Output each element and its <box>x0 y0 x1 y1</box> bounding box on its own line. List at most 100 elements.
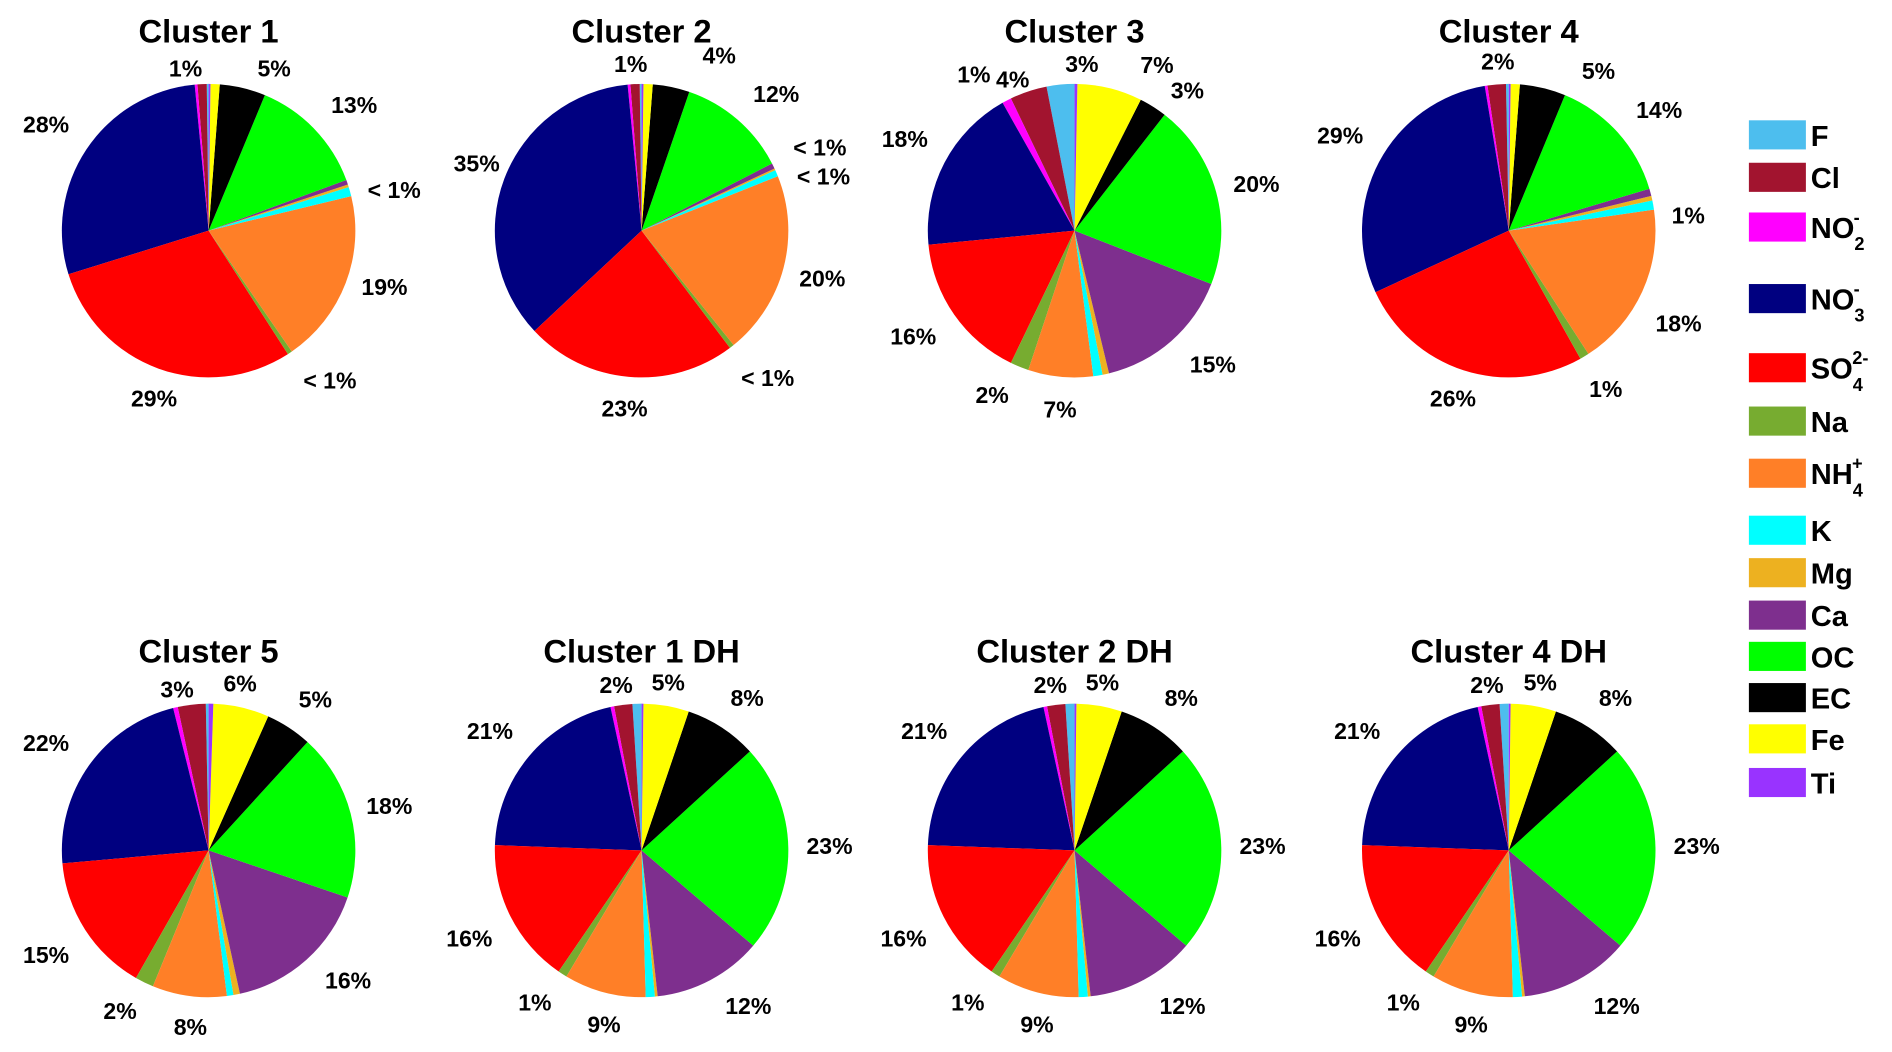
slice-ca <box>641 163 775 231</box>
slice-f <box>1065 703 1075 851</box>
slice-label: 2% <box>1481 48 1514 74</box>
slice-oc <box>1508 95 1650 231</box>
legend-swatch <box>1748 212 1806 242</box>
slice-label: 4% <box>703 42 736 68</box>
slice-fe <box>208 703 269 851</box>
slice-label: 9% <box>1020 1011 1053 1037</box>
slice-ec <box>1074 711 1183 851</box>
slice-ec <box>641 711 750 851</box>
pie-6: Cluster 1 DH 2% 21% 16% 1% 9% 12% 23% 8% 5% <box>446 632 852 1037</box>
slice-label: 1% <box>1589 376 1622 402</box>
slice-label: < 1% <box>797 164 850 190</box>
slice-k <box>1508 200 1654 231</box>
slice-na <box>135 850 209 987</box>
slice-mg <box>1508 195 1653 231</box>
slice-k <box>1074 230 1103 377</box>
slice-label: 8% <box>174 1014 207 1040</box>
slice-ca <box>641 850 754 997</box>
slice-so42 <box>494 845 642 972</box>
slice-oc <box>1508 751 1656 946</box>
legend-entry: Cl <box>1748 162 1840 195</box>
slice-no3 <box>494 84 642 332</box>
slice-so42 <box>1375 230 1581 378</box>
slice-label: 7% <box>1140 52 1173 78</box>
slice-cl <box>177 703 209 851</box>
slice-label: 12% <box>1159 993 1205 1019</box>
slice-k <box>208 850 234 997</box>
slice-ca <box>1508 850 1621 997</box>
slice-cl <box>197 83 209 231</box>
slice-na <box>1508 230 1589 359</box>
slice-label: 12% <box>1594 993 1640 1019</box>
slice-no2 <box>173 706 209 851</box>
slice-f <box>639 83 642 231</box>
legend-label: Mg <box>1811 559 1853 591</box>
pie-title: Cluster 5 <box>139 632 279 669</box>
legend-swatch <box>1748 458 1806 488</box>
slice-ec <box>1508 84 1565 231</box>
slice-k <box>208 187 352 231</box>
slice-oc <box>1074 114 1222 285</box>
slice-k <box>1074 850 1088 998</box>
slice-ti <box>641 83 644 231</box>
slice-oc <box>208 742 356 898</box>
slice-label: 13% <box>331 92 377 118</box>
slice-k <box>1508 850 1523 998</box>
slice-ca <box>1508 188 1652 231</box>
slice-label: 15% <box>23 942 69 968</box>
slice-no2 <box>1484 85 1509 231</box>
slice-ti <box>1074 83 1078 231</box>
slice-label: < 1% <box>303 367 356 393</box>
slice-no2 <box>1477 706 1509 851</box>
slice-mg <box>641 850 658 997</box>
legend-swatch <box>1748 353 1806 383</box>
slice-label: < 1% <box>741 365 794 391</box>
slice-label: 16% <box>446 925 492 951</box>
pie-title: Cluster 1 DH <box>543 632 739 669</box>
legend-label: NO3- <box>1811 279 1865 326</box>
legend-entry: F <box>1748 120 1829 153</box>
pie-title: Cluster 2 <box>572 13 712 50</box>
pie-7: Cluster 2 DH 2% 21% 16% 1% 9% 12% 23% 8% 5% <box>880 632 1285 1037</box>
slice-label: < 1% <box>793 135 846 161</box>
legend-swatch <box>1748 162 1806 192</box>
slice-fe <box>208 83 220 231</box>
slice-label: 18% <box>366 793 412 819</box>
slice-label: 5% <box>1524 669 1557 695</box>
legend-swatch <box>1748 120 1806 150</box>
slice-na <box>1425 850 1509 977</box>
slice-no3 <box>61 84 209 275</box>
slice-no3 <box>494 707 642 851</box>
slice-label: 2% <box>599 672 632 698</box>
legend-label: EC <box>1811 684 1851 716</box>
slice-so42 <box>68 230 288 378</box>
slice-label: 14% <box>1636 97 1682 123</box>
slice-label: 5% <box>299 686 332 712</box>
slice-ec <box>641 84 690 231</box>
pie-4: Cluster 42% 29% 26% 1% 18% 1% 14% 5% <box>1317 13 1705 412</box>
slice-mg <box>1508 850 1525 997</box>
legend-entry: NO2- <box>1748 207 1865 254</box>
slice-label: 15% <box>1190 352 1236 378</box>
slice-label: 3% <box>1171 78 1204 104</box>
legend-entry: SO4 2- <box>1748 348 1868 395</box>
slice-ti <box>641 703 644 851</box>
slice-mg <box>1074 230 1110 375</box>
slice-cl <box>1481 703 1509 851</box>
slice-label: 20% <box>799 265 845 291</box>
slice-ca <box>1074 230 1212 374</box>
slice-label: 1% <box>957 62 990 88</box>
slice-na <box>558 850 642 977</box>
slice-f <box>1046 83 1075 231</box>
slice-cl <box>1010 86 1075 231</box>
legend-label: NO2- <box>1811 207 1865 254</box>
slice-label: 8% <box>1165 685 1198 711</box>
legend-label: OC <box>1811 642 1855 674</box>
slice-k <box>641 850 655 998</box>
legend-swatch <box>1748 558 1806 588</box>
slice-label: 8% <box>1599 685 1632 711</box>
legend-swatch <box>1748 284 1806 314</box>
slice-label: 29% <box>131 386 177 412</box>
legend-swatch <box>1748 641 1806 671</box>
